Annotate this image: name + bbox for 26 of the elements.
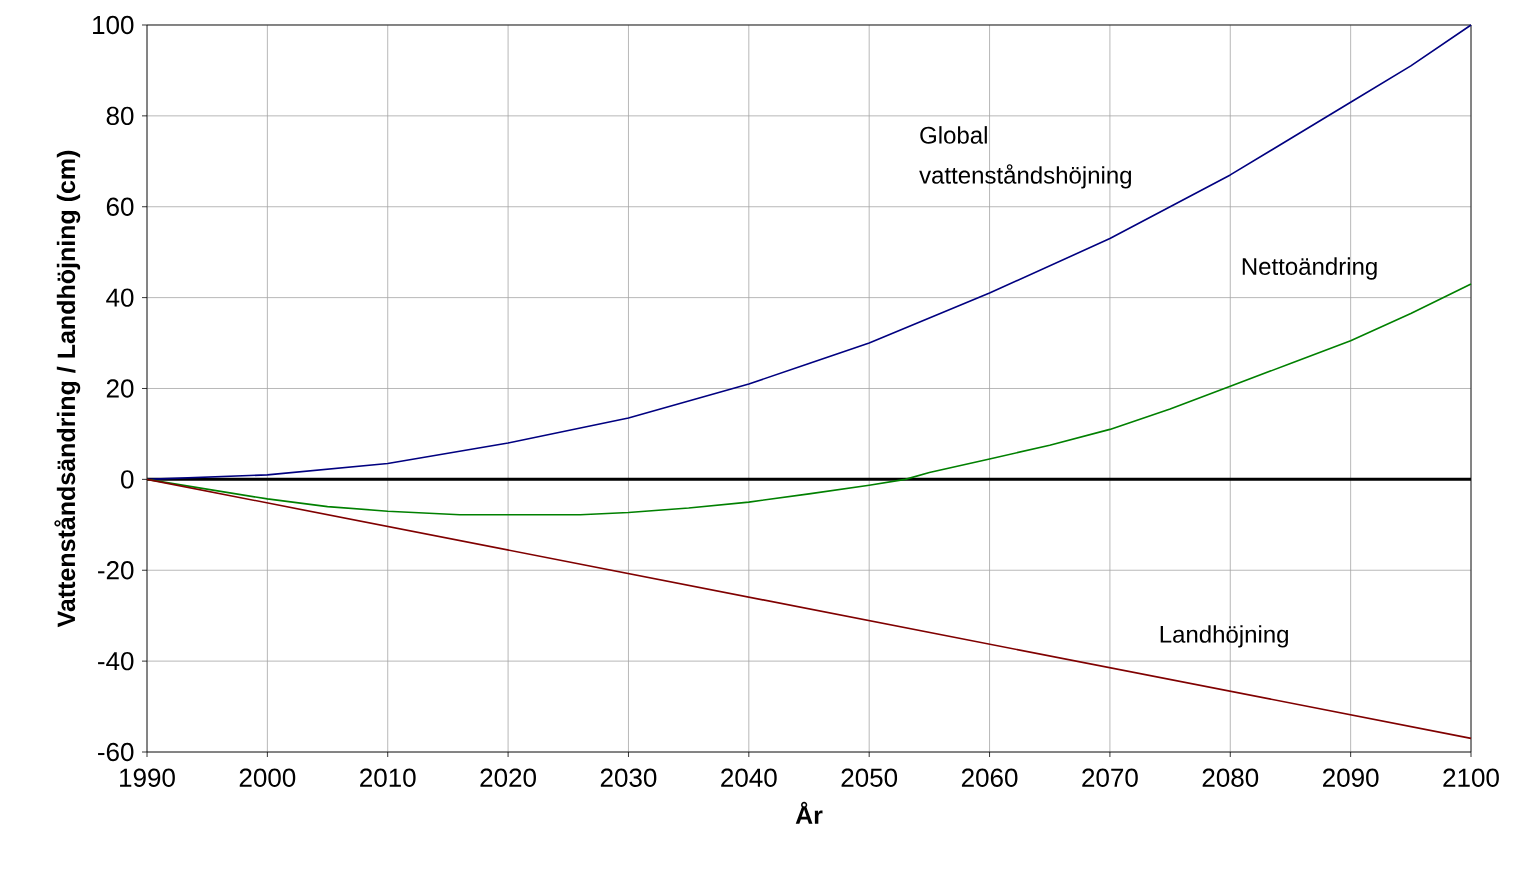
x-tick-label: 1990 [120, 768, 175, 787]
y-tick-label: 100 [93, 15, 134, 35]
y-axis-title: Vattenståndsändring / Landhöjning (cm) [54, 150, 81, 628]
series-label: Global vattenståndshöjning [919, 126, 1131, 189]
x-tick-label: 2020 [480, 768, 536, 787]
y-tick-label: 0 [121, 470, 134, 489]
y-tick-label: 40 [106, 288, 134, 307]
x-tick-label: 2100 [1443, 768, 1499, 787]
y-tick-label: 80 [106, 106, 134, 126]
x-tick-label: 2050 [841, 768, 898, 787]
x-tick-label: 2080 [1202, 768, 1259, 787]
y-tick-label: -20 [98, 561, 134, 580]
series-label: Landhöjning [1160, 625, 1288, 648]
x-tick-label: 2040 [721, 768, 777, 787]
x-tick-label: 2090 [1323, 768, 1379, 787]
x-axis-title: År [795, 801, 823, 824]
y-tick-label: 20 [106, 379, 134, 398]
x-tick-label: 2030 [600, 768, 657, 787]
y-tick-label: -60 [98, 742, 134, 762]
x-tick-label: 2000 [239, 768, 296, 787]
x-tick-label: 2060 [961, 768, 1018, 787]
y-tick-label: 60 [106, 197, 134, 216]
series-label: Nettoändring [1242, 257, 1377, 280]
y-tick-label: -40 [98, 651, 134, 671]
x-tick-label: 2070 [1082, 768, 1138, 787]
x-tick-label: 2010 [360, 768, 416, 787]
